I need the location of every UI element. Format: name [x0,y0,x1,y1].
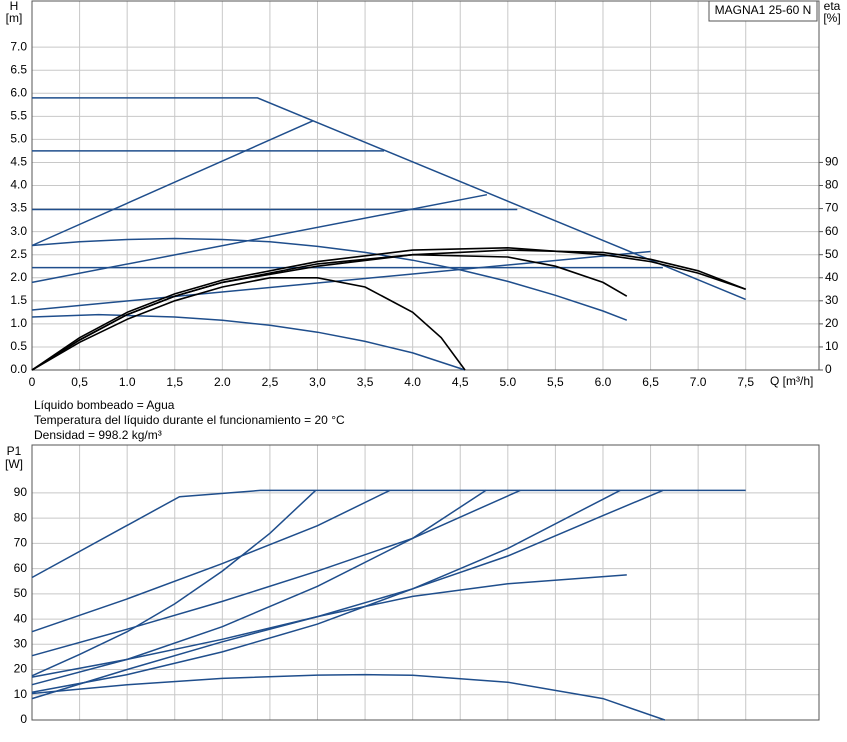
curve [31,489,521,657]
y2-tick-label: 90 [825,155,839,169]
x-tick-label: 2,5 [262,375,279,389]
y-tick-label: 2.5 [10,247,27,261]
y2-tick-label: 50 [825,247,839,261]
curve [31,673,666,721]
y-tick-label: 20 [14,662,28,676]
x-tick-label: 5,5 [547,375,564,389]
curve [31,277,466,371]
curve [31,246,746,371]
y-tick-label: 80 [14,510,28,524]
y2-tick-label: 10 [825,339,839,353]
y-tick-label: 6.0 [10,85,27,99]
y-tick-label: 0.5 [10,339,27,353]
note: Temperatura del líquido durante el funci… [34,413,345,427]
x-tick-label: 6,5 [642,375,659,389]
curve [31,237,628,321]
curve [31,574,627,700]
curve [31,489,487,686]
x-tick-label: 0,5 [71,375,88,389]
y-tick-label: 90 [14,485,28,499]
y2-tick-label: 70 [825,201,839,215]
x-tick-label: 4.0 [404,375,421,389]
y2-tick-label: 20 [825,316,839,330]
curve [31,489,664,678]
y-tick-label: 1.5 [10,293,27,307]
note: Líquido bombeado = Agua [34,398,175,412]
y-axis-unit: [W] [5,457,23,471]
y-tick-label: 5.5 [10,108,27,122]
x-tick-label: 2.0 [214,375,231,389]
x-tick-label: 3,5 [357,375,374,389]
x-tick-label: 6.0 [595,375,612,389]
curve [31,250,651,311]
curve [32,97,746,301]
y-tick-label: 4.5 [10,155,27,169]
x-tick-label: 0 [29,375,36,389]
x-tick-label: 5.0 [499,375,516,389]
curve [31,253,628,371]
y-tick-label: 1.0 [10,316,27,330]
curve [31,489,391,633]
title-box [708,0,818,22]
y-tick-label: 30 [14,636,28,650]
x-tick-label: 7,5 [737,375,754,389]
y2-axis-unit: [%] [823,11,840,25]
curve [31,489,317,677]
x-tick-label: 1,5 [166,375,183,389]
y-axis-label: H [10,0,19,13]
y2-tick-label: 30 [825,293,839,307]
plot-frame [31,0,820,371]
y-axis-label: P1 [7,444,22,458]
y-tick-label: 3.5 [10,201,27,215]
curve [31,489,621,693]
y2-tick-label: 0 [825,362,832,376]
y-tick-label: 0 [20,712,27,726]
y2-tick-label: 60 [825,224,839,238]
y-tick-label: 10 [14,687,28,701]
y-tick-label: 2.0 [10,270,27,284]
y2-tick-label: 80 [825,178,839,192]
y-tick-label: 70 [14,536,28,550]
curve [31,313,466,371]
y-axis-unit: [m] [6,11,23,25]
y-tick-label: 60 [14,561,28,575]
y-tick-label: 7.0 [10,39,27,53]
x-axis-label: Q [m³/h] [770,374,813,388]
y-tick-label: 0.0 [10,362,27,376]
curve [31,489,746,579]
y-tick-label: 3.0 [10,224,27,238]
y-tick-label: 4.0 [10,178,27,192]
y-tick-label: 50 [14,586,28,600]
x-tick-label: 4,5 [452,375,469,389]
x-tick-label: 7.0 [690,375,707,389]
x-tick-label: 1.0 [119,375,136,389]
x-tick-label: 3,0 [309,375,326,389]
curve [31,193,488,284]
chart-title: MAGNA1 25-60 N [715,3,812,17]
plot-frame [31,444,820,721]
y2-axis-label: eta [824,0,841,13]
curve [31,249,746,371]
curve [31,120,314,247]
y-tick-label: 40 [14,611,28,625]
y-tick-label: 5.0 [10,132,27,146]
y-tick-label: 6.5 [10,62,27,76]
note: Densidad = 998.2 kg/m³ [34,428,162,442]
y2-tick-label: 40 [825,270,839,284]
